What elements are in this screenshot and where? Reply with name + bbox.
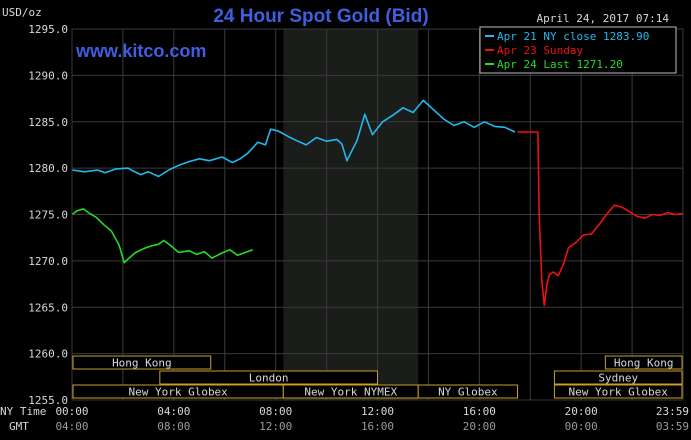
- y-tick-label: 1295.0: [28, 23, 68, 36]
- ny-time-label: NY Time: [0, 405, 46, 418]
- gmt-time-tick: 12:00: [259, 420, 292, 433]
- ny-time-tick: 08:00: [259, 405, 292, 418]
- session-label: London: [249, 372, 289, 385]
- ny-time-tick: 04:00: [157, 405, 190, 418]
- session-bar: [72, 355, 212, 370]
- chart-title: 24 Hour Spot Gold (Bid): [213, 6, 428, 27]
- y-tick-label: 1275.0: [28, 209, 68, 222]
- y-tick-label: 1285.0: [28, 116, 68, 129]
- session-label: NY Globex: [438, 386, 498, 399]
- x-axis-ticks: 00:00 04:00 08:00 12:00 16:00 20:00 23:59 04:00…: [55, 405, 689, 433]
- timestamp: April 24, 2017 07:14: [537, 12, 670, 25]
- session-bar: [159, 370, 378, 385]
- session-bar: [604, 355, 683, 370]
- session-label: Sydney: [598, 372, 638, 385]
- gmt-time-tick: 04:00: [55, 420, 88, 433]
- session-label: Hong Kong: [614, 357, 674, 370]
- series-line-green: [71, 208, 254, 264]
- session-label: New York Globex: [128, 386, 228, 399]
- legend-entry: Apr 23 Sunday: [497, 44, 583, 57]
- price-series: [71, 99, 683, 307]
- ny-time-tick: 23:59: [656, 405, 689, 418]
- legend-entry: Apr 24 Last 1271.20: [497, 58, 623, 71]
- watermark: www.kitco.com: [75, 41, 206, 61]
- ny-time-tick: 20:00: [565, 405, 598, 418]
- gmt-time-tick: 00:00: [565, 420, 598, 433]
- series-line-blue: [71, 99, 516, 178]
- session-bar: [553, 384, 683, 399]
- gmt-label: GMT: [9, 420, 29, 433]
- y-tick-label: 1270.0: [28, 255, 68, 268]
- y-tick-label: 1265.0: [28, 301, 68, 314]
- ny-time-tick: 12:00: [361, 405, 394, 418]
- y-tick-label: 1280.0: [28, 162, 68, 175]
- session-label: New York NYMEX: [304, 386, 397, 399]
- y-tick-label: 1260.0: [28, 348, 68, 361]
- ny-time-tick: 16:00: [463, 405, 496, 418]
- y-tick-label: 1290.0: [28, 69, 68, 82]
- series-line-red: [517, 131, 683, 307]
- session-bar: [553, 370, 683, 385]
- session-bar: [417, 384, 519, 399]
- gmt-time-tick: 08:00: [157, 420, 190, 433]
- units-label: USD/oz: [2, 6, 42, 19]
- session-label: New York Globex: [569, 386, 669, 399]
- y-axis-ticks: 1295.0 1290.0 1285.0 1280.0 1275.0 1270.0 1265…: [28, 23, 68, 407]
- legend-entry: Apr 21 NY close 1283.90: [497, 30, 649, 43]
- ny-time-tick: 00:00: [55, 405, 88, 418]
- gmt-time-tick: 03:59: [656, 420, 689, 433]
- session-label: Hong Kong: [112, 357, 172, 370]
- legend-box: [479, 26, 677, 74]
- plot-border: [71, 28, 684, 401]
- gmt-time-tick: 16:00: [361, 420, 394, 433]
- y-tick-label: 1255.0: [28, 394, 68, 407]
- gmt-time-tick: 20:00: [463, 420, 496, 433]
